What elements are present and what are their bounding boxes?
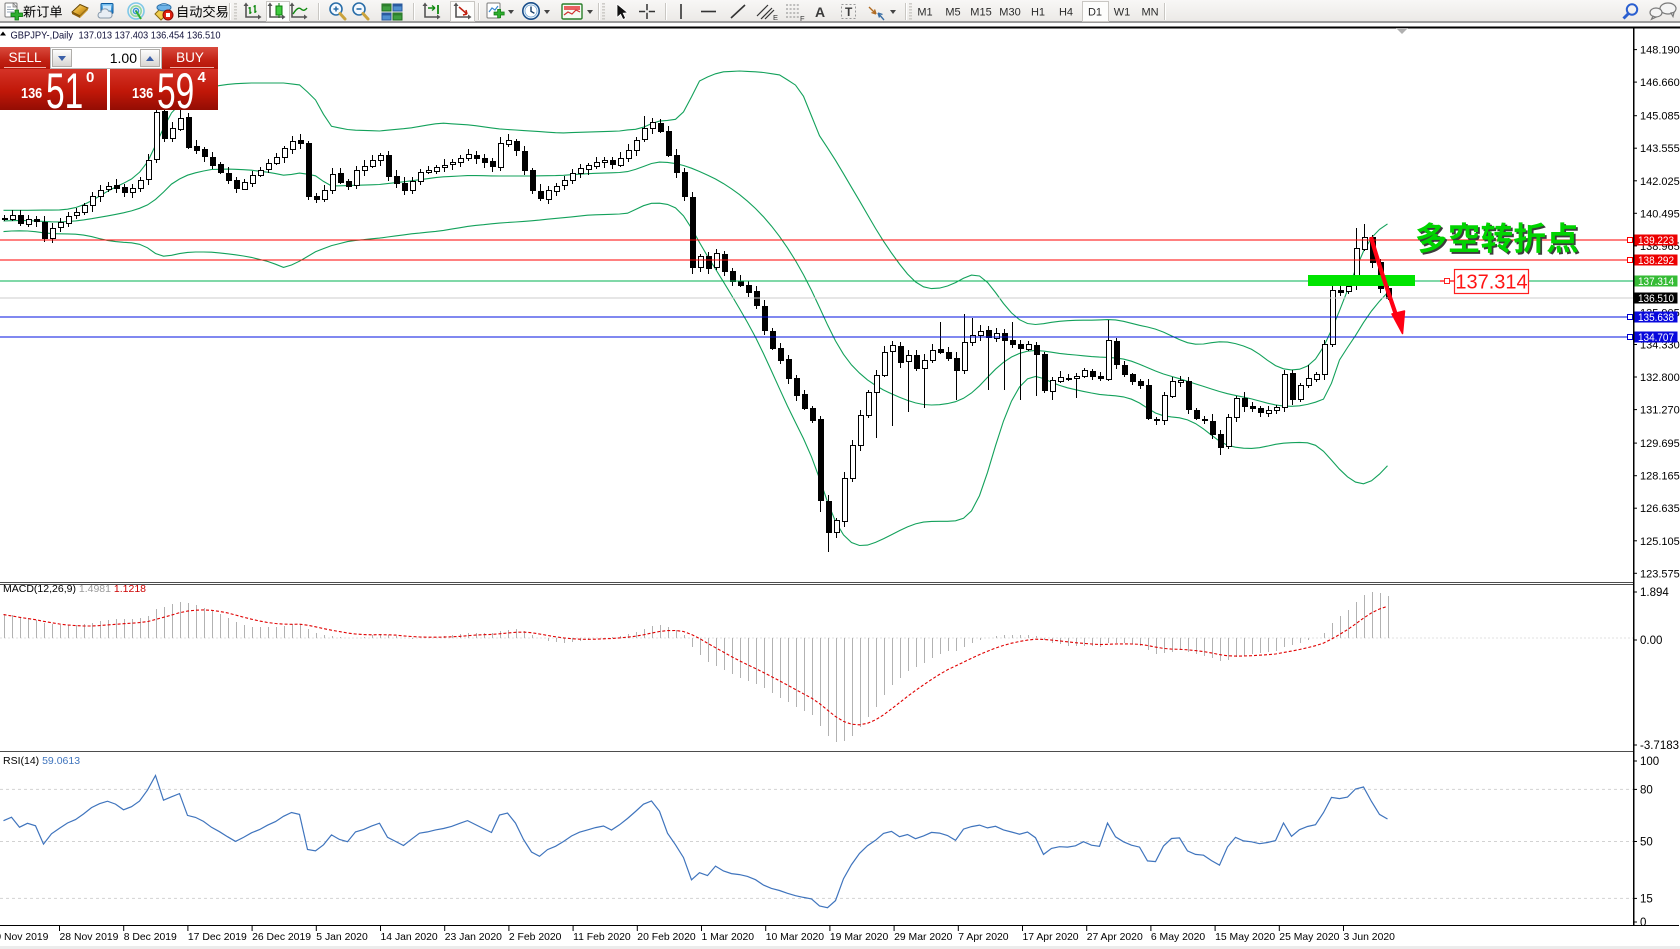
svg-text:126.635: 126.635 bbox=[1640, 503, 1680, 515]
svg-text:2 Feb 2020: 2 Feb 2020 bbox=[509, 932, 562, 943]
svg-text:26 Dec 2019: 26 Dec 2019 bbox=[252, 932, 311, 943]
svg-text:17 Dec 2019: 17 Dec 2019 bbox=[188, 932, 247, 943]
svg-text:15 May 2020: 15 May 2020 bbox=[1215, 932, 1275, 943]
svg-text:146.660: 146.660 bbox=[1640, 77, 1680, 89]
svg-text:M30: M30 bbox=[999, 7, 1020, 19]
svg-text:29 Mar 2020: 29 Mar 2020 bbox=[894, 932, 953, 943]
svg-text:80: 80 bbox=[1640, 784, 1653, 796]
svg-text:GBPJPY-,Daily: GBPJPY-,Daily bbox=[11, 30, 74, 42]
svg-text:MACD(12,26,9) 1.4981 1.1218: MACD(12,26,9) 1.4981 1.1218 bbox=[3, 583, 146, 595]
svg-text:135.638: 135.638 bbox=[1638, 312, 1674, 324]
svg-text:20 Feb 2020: 20 Feb 2020 bbox=[637, 932, 696, 943]
svg-text:6 May 2020: 6 May 2020 bbox=[1151, 932, 1206, 943]
svg-text:8 Dec 2019: 8 Dec 2019 bbox=[124, 932, 177, 943]
svg-text:3 Jun 2020: 3 Jun 2020 bbox=[1344, 932, 1396, 943]
svg-text:D1: D1 bbox=[1088, 7, 1102, 19]
svg-text:131.270: 131.270 bbox=[1640, 405, 1680, 417]
svg-text:148.190: 148.190 bbox=[1640, 45, 1680, 57]
svg-text:E: E bbox=[773, 13, 778, 22]
svg-text:1 Mar 2020: 1 Mar 2020 bbox=[702, 932, 755, 943]
svg-text:5 Jan 2020: 5 Jan 2020 bbox=[316, 932, 368, 943]
svg-text:19 Mar 2020: 19 Mar 2020 bbox=[830, 932, 889, 943]
svg-text:137.314: 137.314 bbox=[1638, 276, 1674, 288]
svg-text:129.695: 129.695 bbox=[1640, 438, 1680, 450]
svg-text:28 Nov 2019: 28 Nov 2019 bbox=[60, 932, 119, 943]
svg-text:50: 50 bbox=[1640, 837, 1653, 849]
svg-text:T: T bbox=[845, 5, 853, 19]
svg-text:137.013 137.403 136.454 136.51: 137.013 137.403 136.454 136.510 bbox=[79, 30, 221, 42]
svg-text:15: 15 bbox=[1640, 893, 1653, 905]
svg-text:RSI(14) 59.0613: RSI(14) 59.0613 bbox=[3, 755, 80, 767]
svg-text:125.105: 125.105 bbox=[1640, 536, 1680, 548]
svg-text:M15: M15 bbox=[970, 7, 991, 19]
svg-text:134.707: 134.707 bbox=[1638, 332, 1674, 344]
svg-text:7 Apr 2020: 7 Apr 2020 bbox=[958, 932, 1008, 943]
svg-text:14 Jan 2020: 14 Jan 2020 bbox=[381, 932, 438, 943]
svg-text:W1: W1 bbox=[1114, 7, 1131, 19]
svg-text:0: 0 bbox=[1640, 917, 1646, 929]
svg-text:27 Apr 2020: 27 Apr 2020 bbox=[1087, 932, 1143, 943]
svg-text:140.495: 140.495 bbox=[1640, 208, 1680, 220]
svg-text:136.510: 136.510 bbox=[1638, 293, 1674, 305]
svg-text:10 Mar 2020: 10 Mar 2020 bbox=[766, 932, 825, 943]
svg-text:132.800: 132.800 bbox=[1640, 372, 1680, 384]
svg-text:138.292: 138.292 bbox=[1638, 255, 1674, 267]
svg-text:F: F bbox=[800, 14, 805, 23]
svg-text:M5: M5 bbox=[945, 7, 960, 19]
svg-text:A: A bbox=[815, 4, 825, 20]
svg-text:137.314: 137.314 bbox=[1455, 272, 1527, 294]
svg-text:142.025: 142.025 bbox=[1640, 176, 1680, 188]
svg-text:25 May 2020: 25 May 2020 bbox=[1279, 932, 1339, 943]
svg-text:9 Nov 2019: 9 Nov 2019 bbox=[0, 932, 49, 943]
svg-text:H1: H1 bbox=[1031, 7, 1045, 19]
svg-text:MN: MN bbox=[1141, 7, 1158, 19]
svg-text:143.555: 143.555 bbox=[1640, 143, 1680, 155]
svg-text:139.223: 139.223 bbox=[1638, 235, 1674, 247]
svg-text:23 Jan 2020: 23 Jan 2020 bbox=[445, 932, 502, 943]
svg-text:123.575: 123.575 bbox=[1640, 568, 1680, 580]
svg-text:-3.7183: -3.7183 bbox=[1640, 740, 1679, 752]
svg-text:17 Apr 2020: 17 Apr 2020 bbox=[1023, 932, 1079, 943]
svg-text:1.894: 1.894 bbox=[1640, 587, 1669, 599]
svg-text:0.00: 0.00 bbox=[1640, 635, 1662, 647]
svg-text:11 Feb 2020: 11 Feb 2020 bbox=[573, 932, 631, 943]
svg-text:H4: H4 bbox=[1059, 7, 1073, 19]
svg-text:100: 100 bbox=[1640, 756, 1659, 768]
svg-text:M1: M1 bbox=[917, 7, 932, 19]
svg-text:145.085: 145.085 bbox=[1640, 111, 1680, 123]
svg-text:128.165: 128.165 bbox=[1640, 471, 1680, 483]
